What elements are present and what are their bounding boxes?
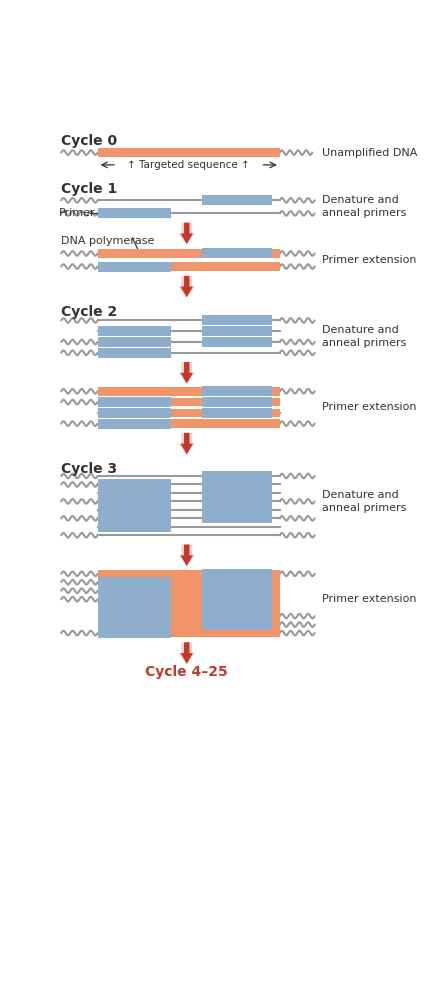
FancyArrow shape: [180, 433, 193, 455]
Bar: [98, 249, 280, 258]
Bar: [202, 602, 272, 612]
FancyArrow shape: [180, 222, 193, 244]
Bar: [202, 327, 272, 336]
Bar: [98, 148, 280, 157]
Bar: [98, 594, 171, 604]
Bar: [98, 419, 171, 429]
FancyArrow shape: [180, 276, 193, 298]
Text: Denature and
anneal primers: Denature and anneal primers: [323, 325, 407, 349]
Bar: [98, 348, 171, 358]
Bar: [202, 337, 272, 347]
Bar: [202, 611, 272, 621]
Bar: [202, 594, 272, 604]
Bar: [98, 398, 280, 406]
Text: Denature and
anneal primers: Denature and anneal primers: [323, 195, 407, 218]
Bar: [98, 513, 171, 523]
FancyArrow shape: [178, 544, 195, 566]
Text: Primer extension: Primer extension: [323, 403, 417, 413]
Text: ↑ Targeted sequence ↑: ↑ Targeted sequence ↑: [127, 160, 249, 170]
FancyArrow shape: [178, 276, 195, 298]
Bar: [98, 569, 280, 578]
Bar: [202, 496, 272, 506]
Bar: [202, 479, 272, 489]
Bar: [202, 513, 272, 523]
Bar: [202, 387, 272, 396]
Text: Cycle 1: Cycle 1: [61, 181, 117, 195]
Text: Unamplified DNA: Unamplified DNA: [323, 147, 418, 157]
Bar: [202, 397, 272, 407]
Bar: [98, 337, 171, 347]
Bar: [98, 522, 171, 532]
Bar: [202, 569, 272, 579]
Text: Cycle 3: Cycle 3: [61, 462, 117, 476]
Text: Cycle 4–25: Cycle 4–25: [145, 664, 228, 678]
Bar: [202, 471, 272, 481]
Bar: [98, 327, 171, 336]
Bar: [98, 620, 280, 629]
Bar: [98, 612, 280, 620]
Text: DNA polymerase: DNA polymerase: [61, 236, 154, 246]
Bar: [202, 338, 272, 347]
Bar: [202, 505, 272, 515]
Bar: [202, 514, 272, 523]
Text: Cycle 2: Cycle 2: [61, 305, 117, 319]
Bar: [98, 327, 171, 337]
Bar: [98, 420, 280, 428]
Text: Primer: Primer: [59, 208, 95, 218]
Bar: [98, 209, 171, 217]
Bar: [98, 408, 171, 418]
Bar: [98, 611, 171, 621]
Bar: [202, 316, 272, 326]
FancyArrow shape: [178, 362, 195, 384]
Bar: [202, 619, 272, 629]
Text: Primer extension: Primer extension: [323, 255, 417, 265]
Bar: [98, 577, 171, 587]
FancyArrow shape: [180, 642, 193, 664]
Bar: [98, 586, 280, 595]
FancyArrow shape: [180, 362, 193, 384]
Bar: [98, 496, 171, 506]
Bar: [98, 262, 171, 272]
Bar: [202, 480, 272, 489]
FancyArrow shape: [180, 544, 193, 566]
Bar: [202, 248, 272, 259]
Bar: [98, 479, 171, 489]
Bar: [202, 317, 272, 325]
Bar: [202, 488, 272, 498]
Bar: [98, 603, 280, 612]
FancyArrow shape: [178, 433, 195, 455]
Bar: [202, 586, 272, 596]
Bar: [202, 196, 272, 204]
Bar: [98, 578, 280, 586]
Bar: [98, 208, 171, 218]
Bar: [98, 387, 280, 396]
FancyArrow shape: [178, 222, 195, 244]
Bar: [98, 628, 171, 638]
Bar: [98, 586, 171, 596]
Bar: [202, 497, 272, 506]
Text: Primer extension: Primer extension: [323, 594, 417, 604]
Bar: [202, 577, 272, 587]
Bar: [98, 409, 280, 417]
Bar: [98, 629, 280, 637]
Bar: [98, 397, 171, 407]
Text: Denature and
anneal primers: Denature and anneal primers: [323, 490, 407, 513]
Bar: [98, 602, 171, 612]
Bar: [202, 489, 272, 497]
Bar: [98, 595, 280, 603]
Bar: [202, 408, 272, 418]
Text: Cycle 0: Cycle 0: [61, 134, 117, 148]
Bar: [98, 263, 280, 271]
Bar: [98, 505, 171, 515]
Bar: [202, 506, 272, 514]
Bar: [202, 195, 272, 205]
Bar: [202, 472, 272, 480]
Bar: [98, 488, 171, 498]
Bar: [202, 327, 272, 337]
Bar: [98, 619, 171, 629]
FancyArrow shape: [178, 642, 195, 664]
